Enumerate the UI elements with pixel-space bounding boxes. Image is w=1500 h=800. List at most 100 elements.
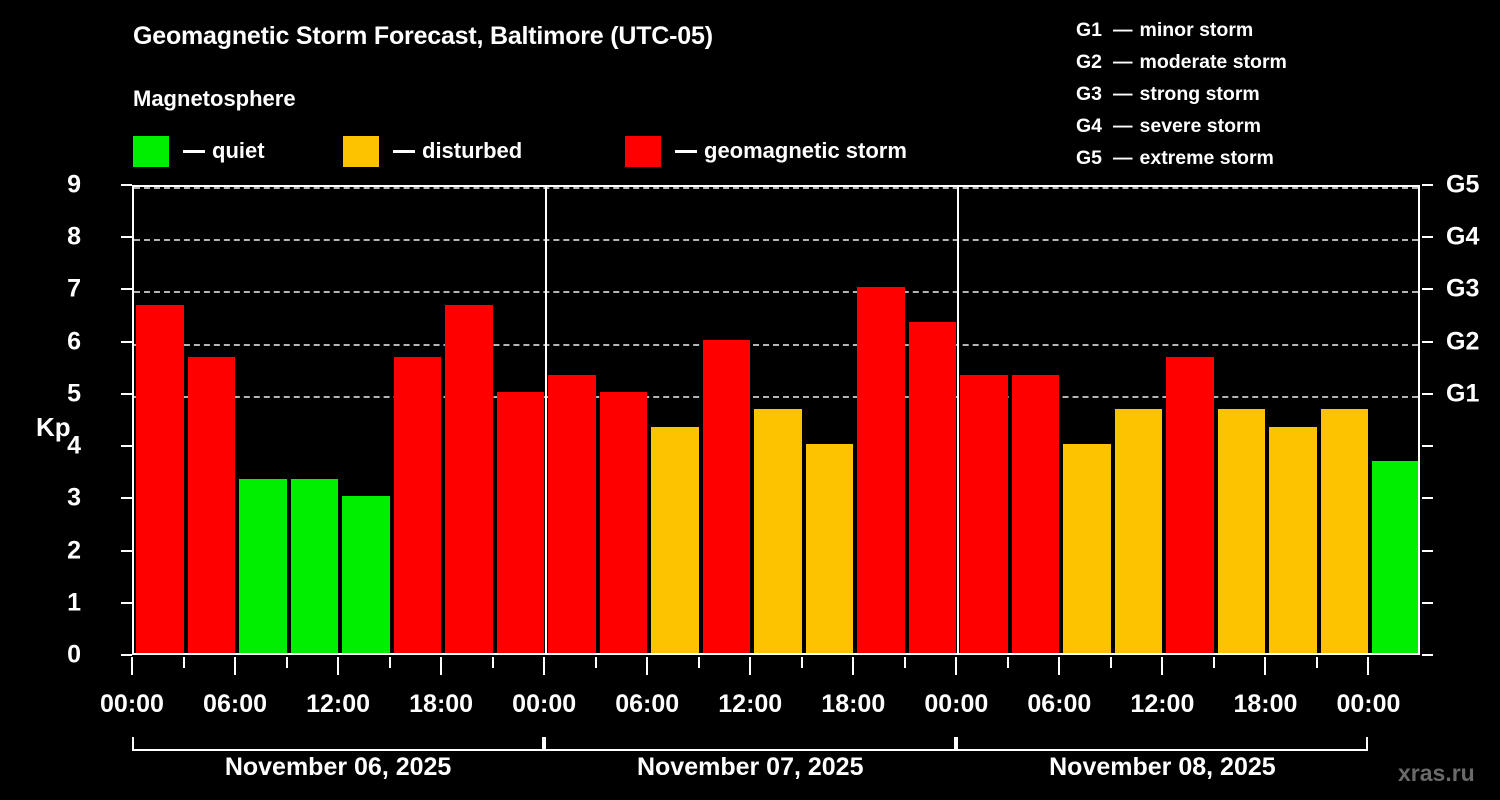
- plot-area: [132, 185, 1420, 655]
- g-axis-label-g4: G4: [1446, 222, 1480, 251]
- g-legend-row-g1: G1 — minor storm: [1076, 14, 1287, 46]
- x-tick-label: 12:00: [1130, 690, 1195, 718]
- gridline-kp-8: [134, 239, 1418, 242]
- day-bracket: [956, 737, 1369, 751]
- y-tick-mark: [121, 445, 132, 448]
- day-bracket: [132, 737, 545, 751]
- y-tick-mark: [121, 236, 132, 239]
- g-legend-code: G3: [1076, 83, 1103, 105]
- x-tick-mark-major: [337, 657, 340, 675]
- y-tick-label-5: 5: [67, 379, 81, 408]
- x-tick-mark-minor: [800, 657, 803, 668]
- x-tick-mark-major: [234, 657, 237, 675]
- legend-dash-icon: [183, 149, 205, 153]
- gridline-kp-9: [134, 187, 1418, 189]
- bar: [960, 374, 1008, 653]
- section-label-magnetosphere: Magnetosphere: [133, 86, 296, 111]
- g-legend-label: severe storm: [1139, 115, 1261, 137]
- x-tick-mark-major: [1367, 657, 1370, 675]
- bar: [393, 356, 442, 653]
- y-axis-title: Kp: [36, 412, 71, 442]
- legend-dash-icon: [393, 149, 415, 153]
- g-axis-label-g2: G2: [1446, 327, 1480, 356]
- x-tick-label: 00:00: [100, 690, 164, 718]
- legend-dash-icon: [675, 149, 697, 153]
- x-tick-mark-minor: [388, 657, 391, 668]
- legend-label: geomagnetic storm: [704, 138, 907, 163]
- y-tick-label-2: 2: [67, 536, 81, 565]
- y-tick-mark: [121, 654, 132, 656]
- gridline-kp-7: [134, 291, 1418, 294]
- y-tick-label-1: 1: [67, 588, 81, 617]
- g-axis-tick-mark: [1422, 288, 1433, 291]
- y-tick-mark: [121, 288, 132, 291]
- bar: [239, 479, 287, 653]
- g-legend-dash-icon: —: [1113, 115, 1133, 137]
- x-tick-label: 00:00: [1336, 690, 1401, 718]
- x-tick-mark-minor: [1006, 657, 1009, 668]
- bar: [754, 409, 802, 653]
- x-tick-mark-major: [131, 657, 133, 675]
- bar: [1166, 356, 1214, 653]
- bar: [290, 479, 339, 653]
- x-tick-mark-minor: [1315, 657, 1318, 668]
- x-tick-mark-minor: [1212, 657, 1215, 668]
- x-tick-mark-major: [955, 657, 958, 675]
- x-tick-mark-minor: [697, 657, 700, 668]
- g-legend-row-g4: G4 — severe storm: [1076, 110, 1287, 142]
- plot-inner: [134, 187, 1418, 653]
- y-tick-label-7: 7: [67, 274, 81, 303]
- x-tick-label: 06:00: [203, 690, 268, 718]
- y-tick-label-9: 9: [67, 170, 81, 199]
- x-tick-label: 00:00: [924, 690, 989, 718]
- y-tick-label-4: 4: [67, 431, 81, 460]
- x-tick-mark-minor: [182, 657, 185, 668]
- legend-item-disturbed: disturbed: [343, 134, 522, 168]
- day-label: November 08, 2025: [1049, 753, 1276, 781]
- y-tick-label-0: 0: [67, 640, 81, 669]
- x-tick-label: 12:00: [718, 690, 783, 718]
- g-legend-code: G4: [1076, 115, 1103, 137]
- day-label: November 06, 2025: [224, 753, 452, 781]
- g-legend-label: extreme storm: [1139, 147, 1274, 169]
- g-axis-minor-tick: [1422, 654, 1433, 656]
- x-tick-mark-major: [749, 657, 752, 675]
- legend-swatch-geomagnetic-storm: [625, 135, 661, 167]
- bar: [1063, 444, 1111, 653]
- y-tick-mark: [121, 549, 132, 552]
- x-tick-mark-minor: [491, 657, 494, 668]
- g-axis-minor-tick: [1422, 445, 1433, 448]
- g-axis-tick-mark: [1422, 236, 1433, 239]
- day-label: November 07, 2025: [636, 753, 864, 781]
- bar: [1114, 409, 1163, 653]
- x-tick-label: 18:00: [1233, 690, 1298, 718]
- x-tick-label: 00:00: [512, 690, 577, 718]
- bar: [1217, 409, 1266, 653]
- g-legend-row-g2: G2 — moderate storm: [1076, 46, 1287, 78]
- y-tick-mark: [121, 497, 132, 500]
- x-tick-mark-major: [440, 657, 443, 675]
- bar: [187, 356, 236, 653]
- g-legend-dash-icon: —: [1113, 51, 1133, 73]
- g-legend-label: strong storm: [1139, 83, 1260, 105]
- x-tick-label: 12:00: [306, 690, 371, 718]
- bar: [1269, 426, 1317, 653]
- g-legend-label: minor storm: [1139, 19, 1254, 41]
- g-axis-label-g5: G5: [1446, 170, 1480, 199]
- watermark: xras.ru: [1398, 760, 1475, 786]
- x-tick-mark-major: [1161, 657, 1164, 675]
- x-tick-mark-major: [646, 657, 649, 675]
- bar: [702, 339, 751, 653]
- g-scale-legend: G1 — minor storm G2 — moderate storm G3 — strong…: [1076, 14, 1287, 174]
- x-tick-mark-minor: [1109, 657, 1112, 668]
- g-legend-row-g5: G5 — extreme storm: [1076, 142, 1287, 174]
- gridline-kp-5: [134, 395, 1418, 398]
- bar: [548, 374, 596, 653]
- bar: [599, 391, 648, 653]
- x-tick-mark-minor: [285, 657, 288, 668]
- g-axis-minor-tick: [1422, 601, 1433, 604]
- x-tick-mark-major: [543, 657, 546, 675]
- bar: [136, 304, 184, 653]
- bar: [342, 496, 390, 653]
